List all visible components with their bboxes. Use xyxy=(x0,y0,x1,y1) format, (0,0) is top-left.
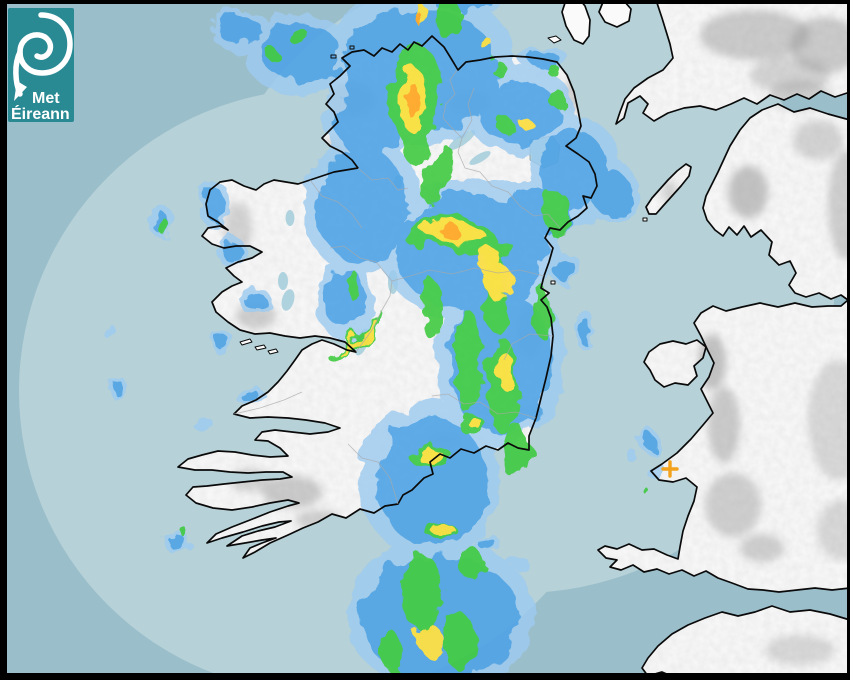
rain-cell xyxy=(113,380,123,396)
rain-cell xyxy=(483,264,513,300)
lough-mask xyxy=(278,272,288,290)
rain-cell xyxy=(490,61,506,75)
rain-cell xyxy=(161,219,169,237)
lough-conn xyxy=(285,210,295,226)
rain-cell xyxy=(519,119,533,129)
rain-cell xyxy=(644,489,650,495)
rain-cell xyxy=(103,325,117,339)
lough-corrib xyxy=(281,289,295,311)
rain-cell xyxy=(245,293,267,311)
rain-cell xyxy=(478,80,558,144)
rain-cell xyxy=(418,624,442,656)
rain-cell xyxy=(216,14,260,42)
logo-text-line2: Éireann xyxy=(11,104,70,123)
lough-erne-upper xyxy=(469,151,491,165)
rain-cell xyxy=(627,451,639,463)
rain-cell xyxy=(196,417,214,435)
rain-cell xyxy=(223,241,241,263)
rain-cell xyxy=(649,462,665,482)
rain-cell xyxy=(344,270,360,298)
swirl-icon xyxy=(13,12,73,101)
lough-erne-lower xyxy=(448,129,476,151)
rain-cell xyxy=(501,119,515,137)
rain-cell xyxy=(454,310,482,414)
rain-cell xyxy=(336,86,400,158)
radar-site-cross-marker xyxy=(661,460,679,478)
rain-cell xyxy=(241,389,259,403)
rain-cell xyxy=(260,24,340,80)
rain-layer-intense xyxy=(406,10,462,238)
rain-cell xyxy=(435,0,461,40)
rain-cell xyxy=(338,320,378,356)
rain-cell xyxy=(641,430,655,450)
logo-text-line1: Met xyxy=(32,90,60,107)
rain-cell xyxy=(442,612,474,668)
rain-cell xyxy=(317,147,407,263)
rain-cell xyxy=(579,318,591,346)
rain-cell xyxy=(381,632,403,672)
rain-cell xyxy=(421,146,455,204)
rain-cell xyxy=(412,10,420,22)
rain-cell xyxy=(478,35,490,47)
rain-cell xyxy=(290,29,310,47)
rain-cell xyxy=(264,46,276,58)
county-borders xyxy=(233,69,561,505)
rain-cell xyxy=(497,354,515,390)
rain-cell xyxy=(594,170,630,218)
rain-cell xyxy=(430,522,454,536)
met-eireann-logo: Met Éireann xyxy=(8,8,74,123)
rain-cell xyxy=(422,280,442,340)
rain-cell xyxy=(546,65,560,75)
rain-cell xyxy=(165,534,185,546)
rain-cell xyxy=(438,224,462,238)
rain-cell xyxy=(215,334,229,350)
rain-cell xyxy=(417,448,443,464)
rain-cell xyxy=(508,555,528,569)
rain-cell xyxy=(470,420,484,430)
rain-cell xyxy=(323,268,367,328)
rain-cell xyxy=(555,258,575,282)
rain-cell xyxy=(458,546,482,578)
rain-cell xyxy=(406,82,418,118)
rain-cell xyxy=(479,539,497,551)
rain-cell xyxy=(548,92,568,108)
rain-cell xyxy=(546,191,570,239)
rain-cell xyxy=(205,188,225,222)
rain-cell xyxy=(502,424,530,480)
rain-cell xyxy=(181,529,189,537)
rain-cell xyxy=(402,554,442,630)
rain-cell xyxy=(533,286,551,338)
